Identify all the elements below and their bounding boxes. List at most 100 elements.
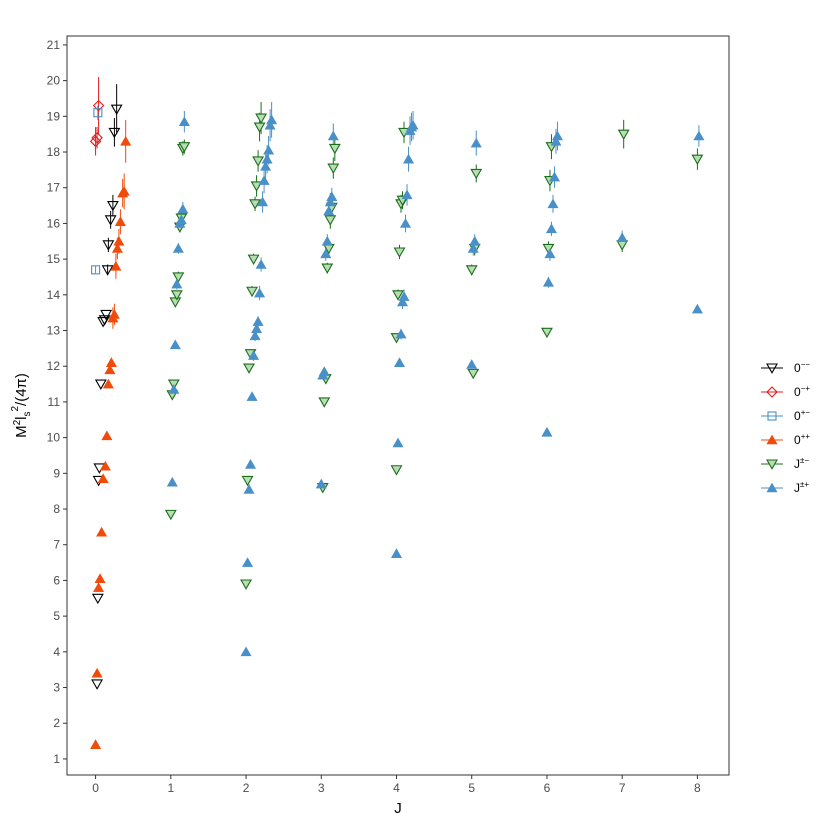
data-point xyxy=(96,526,108,537)
data-point xyxy=(261,153,273,164)
legend-label-base: 0 xyxy=(794,433,801,447)
data-point xyxy=(466,359,478,369)
y-tick-label: 3 xyxy=(53,681,60,695)
data-point xyxy=(177,203,189,214)
y-tick-label: 15 xyxy=(47,252,61,266)
legend-label-sup: +− xyxy=(801,408,811,417)
data-point xyxy=(403,153,415,164)
data-point xyxy=(320,248,332,259)
data-point xyxy=(175,214,187,225)
data-point xyxy=(257,196,269,207)
data-point xyxy=(101,430,113,441)
legend-label: 0−+ xyxy=(794,384,810,399)
data-point xyxy=(328,143,341,155)
y-tick-label: 11 xyxy=(48,395,61,409)
data-point xyxy=(542,243,555,255)
data-point xyxy=(105,357,117,367)
data-point xyxy=(324,196,336,207)
data-point xyxy=(240,579,252,590)
data-point xyxy=(324,215,337,226)
data-point xyxy=(251,323,263,334)
data-point xyxy=(547,198,559,209)
series-5 xyxy=(166,114,705,657)
y-axis-title-part: 2 xyxy=(12,419,23,425)
legend-label: 0++ xyxy=(794,432,810,447)
y-tick-label: 13 xyxy=(47,324,61,338)
x-tick-label: 6 xyxy=(544,781,551,795)
legend-label: 0+− xyxy=(794,408,810,423)
data-point xyxy=(91,593,104,605)
data-point xyxy=(544,248,556,259)
series-3 xyxy=(90,135,132,749)
data-point xyxy=(616,232,628,243)
data-point xyxy=(106,201,119,212)
data-point xyxy=(104,364,116,375)
data-points xyxy=(89,99,705,749)
data-point xyxy=(252,156,265,167)
data-point xyxy=(108,127,121,139)
legend-label-base: 0 xyxy=(794,361,801,375)
x-axis-title: J xyxy=(394,800,402,817)
data-point xyxy=(93,108,103,118)
y-tick-label: 20 xyxy=(47,74,61,88)
data-point xyxy=(120,135,132,146)
legend-key-marker xyxy=(767,411,777,421)
y-tick-label: 16 xyxy=(47,216,61,230)
data-point xyxy=(245,459,257,469)
data-point xyxy=(104,215,117,226)
data-point xyxy=(465,265,478,276)
y-tick-label: 8 xyxy=(53,502,60,516)
data-point xyxy=(398,291,410,301)
data-point xyxy=(100,309,113,321)
data-point xyxy=(548,171,560,182)
data-point xyxy=(171,278,183,289)
data-point xyxy=(91,667,103,678)
series-2 xyxy=(91,108,103,275)
data-point xyxy=(470,168,483,180)
data-point xyxy=(541,426,553,437)
legend-key-marker xyxy=(766,363,778,374)
data-point xyxy=(91,679,104,690)
legend-label-sup: ++ xyxy=(801,432,811,441)
data-point xyxy=(691,154,704,166)
data-point xyxy=(243,363,255,374)
data-point xyxy=(108,309,120,319)
legend-label: J±− xyxy=(794,456,809,471)
data-point xyxy=(327,163,340,174)
legend-label-sup: −+ xyxy=(801,384,811,393)
data-point xyxy=(392,437,404,448)
data-point xyxy=(545,223,557,234)
data-point xyxy=(255,259,267,269)
y-axis-title-part: s xyxy=(22,412,33,417)
data-point xyxy=(164,509,177,521)
legend-label: J±+ xyxy=(794,480,809,495)
data-point xyxy=(110,104,123,116)
y-tick-label: 17 xyxy=(47,181,61,195)
y-axis-title: M2ls2/(4π) xyxy=(10,373,33,438)
y-tick-label: 1 xyxy=(53,752,60,766)
data-point xyxy=(318,397,331,408)
data-point xyxy=(263,144,275,155)
legend-label-base: J xyxy=(794,481,800,495)
legend-key-marker xyxy=(766,482,778,493)
series-4 xyxy=(164,113,704,590)
y-tick-label: 19 xyxy=(47,109,61,123)
y-axis-title-part: 2 xyxy=(10,406,21,412)
data-point xyxy=(395,328,407,339)
plot-panel xyxy=(66,35,730,776)
x-tick-label: 5 xyxy=(468,781,475,795)
legend-label: 0−− xyxy=(794,360,810,375)
data-point xyxy=(693,130,705,141)
data-point xyxy=(393,247,406,258)
x-tick-label: 8 xyxy=(694,781,701,795)
data-point xyxy=(101,265,114,276)
legend-key-marker xyxy=(766,434,778,445)
y-axis-title-part: /(4π) xyxy=(13,373,30,406)
x-axis: 0 1 2 3 4 5 6 7 8 xyxy=(92,775,701,795)
data-point xyxy=(248,350,260,360)
data-point xyxy=(249,330,261,341)
data-point xyxy=(467,368,480,380)
data-point xyxy=(252,316,264,326)
y-tick-label: 7 xyxy=(53,538,60,552)
